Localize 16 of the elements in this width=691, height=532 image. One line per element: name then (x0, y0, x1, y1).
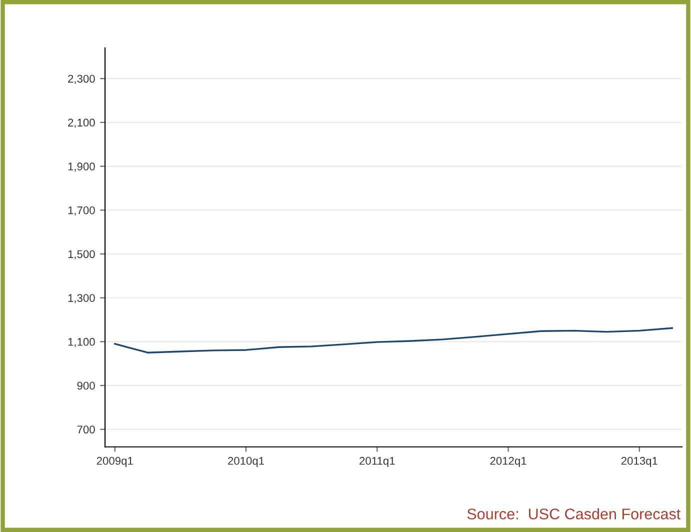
y-tick-label: 2,300 (68, 74, 95, 84)
x-tick-label: 2010q1 (228, 456, 264, 467)
y-tick-label: 1,700 (68, 206, 95, 216)
x-tick-label: 2009q1 (96, 456, 133, 467)
y-tick-label: 1,500 (68, 250, 95, 260)
y-tick-label: 900 (77, 382, 95, 390)
line-series (114, 327, 674, 354)
y-tick-label: 1,900 (68, 162, 95, 172)
x-tick-label: 2011q1 (360, 456, 395, 467)
y-tick-label: 700 (77, 426, 95, 434)
x-tick-label: 2012q1 (490, 456, 526, 467)
source-note: Source: USC Casden Forecast (467, 508, 681, 520)
y-tick-label: 2,100 (68, 118, 95, 128)
x-tick-label: 2013q1 (621, 456, 658, 467)
y-tick-label: 1,100 (68, 338, 95, 348)
y-tick-label: 1,300 (68, 294, 95, 304)
